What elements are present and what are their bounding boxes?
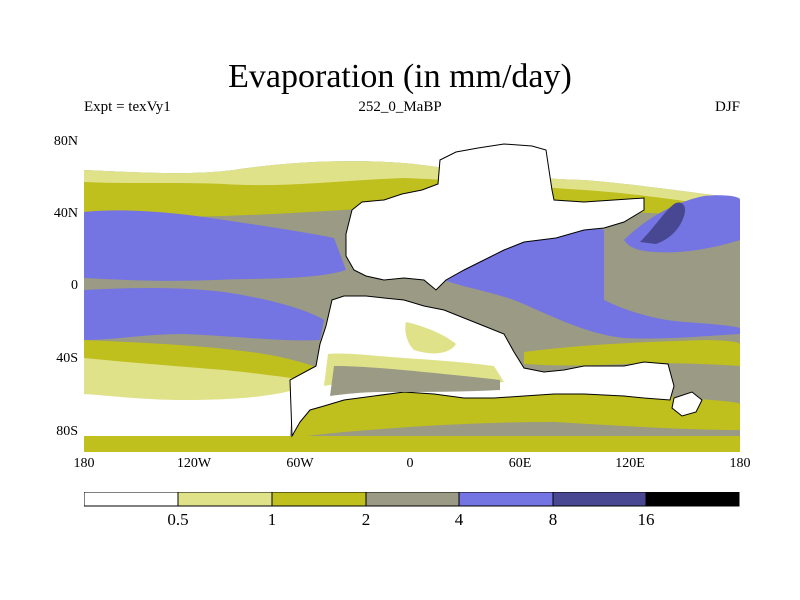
island-southeast: [671, 391, 703, 417]
region-south-indian-olive: [524, 340, 740, 366]
region-antarctic-edge: [84, 436, 740, 452]
region-max-evap: [640, 202, 686, 244]
region-south-pacific-low: [84, 390, 294, 436]
region-continent-pale: [405, 322, 456, 354]
region-arctic-low: [84, 130, 740, 198]
colorbar-bin-5: [552, 492, 647, 507]
y-tick-label-80n: 80N: [53, 134, 78, 149]
colorbar-label-4: 4: [454, 510, 464, 529]
colorbar-bin-0: [84, 492, 179, 507]
colorbar-bin-4: [458, 492, 554, 507]
colorbar-bin-6: [645, 492, 740, 507]
map-title: Evaporation (in mm/day): [228, 58, 572, 95]
region-south-pacific-blue: [84, 288, 324, 341]
evaporation-map: [84, 130, 740, 452]
region-continent-interior: [337, 307, 410, 349]
x-tick-label-180w: 180: [73, 456, 95, 471]
y-tick-label-80s: 80S: [56, 424, 78, 439]
colorbar-label-0-5: 0.5: [167, 510, 189, 529]
colorbar-label-2: 2: [361, 510, 371, 529]
y-tick-label-0: 0: [71, 278, 78, 293]
colorbar-bin-2: [271, 492, 367, 507]
y-tick-label-40n: 40N: [53, 206, 78, 221]
region-north-pacific-blue: [84, 210, 346, 281]
region-tethys-blue: [444, 227, 740, 339]
colorbar-label-1: 1: [267, 510, 277, 529]
colorbar-label-16: 16: [637, 510, 655, 529]
x-tick-label-60w: 60W: [286, 456, 314, 471]
y-tick-label-40s: 40S: [56, 351, 78, 366]
x-tick-label-0: 0: [406, 456, 414, 471]
colorbar-label-8: 8: [548, 510, 558, 529]
x-tick-label-180e: 180: [729, 456, 751, 471]
continent-north: [345, 143, 645, 291]
x-tick-label-120e: 120E: [615, 456, 645, 471]
experiment-label: Expt = texVy1: [84, 99, 171, 115]
x-tick-label-60e: 60E: [508, 456, 532, 471]
region-continent-south-gray: [330, 366, 500, 396]
time-label: 252_0_MaBP: [358, 99, 442, 115]
region-south-pale: [84, 358, 314, 402]
season-label: DJF: [714, 99, 740, 115]
colorbar: [84, 492, 740, 507]
colorbar-bin-1: [177, 492, 273, 507]
colorbar-bin-3: [365, 492, 460, 507]
region-southern-ocean-olive: [294, 386, 740, 438]
x-tick-label-120w: 120W: [176, 456, 212, 471]
